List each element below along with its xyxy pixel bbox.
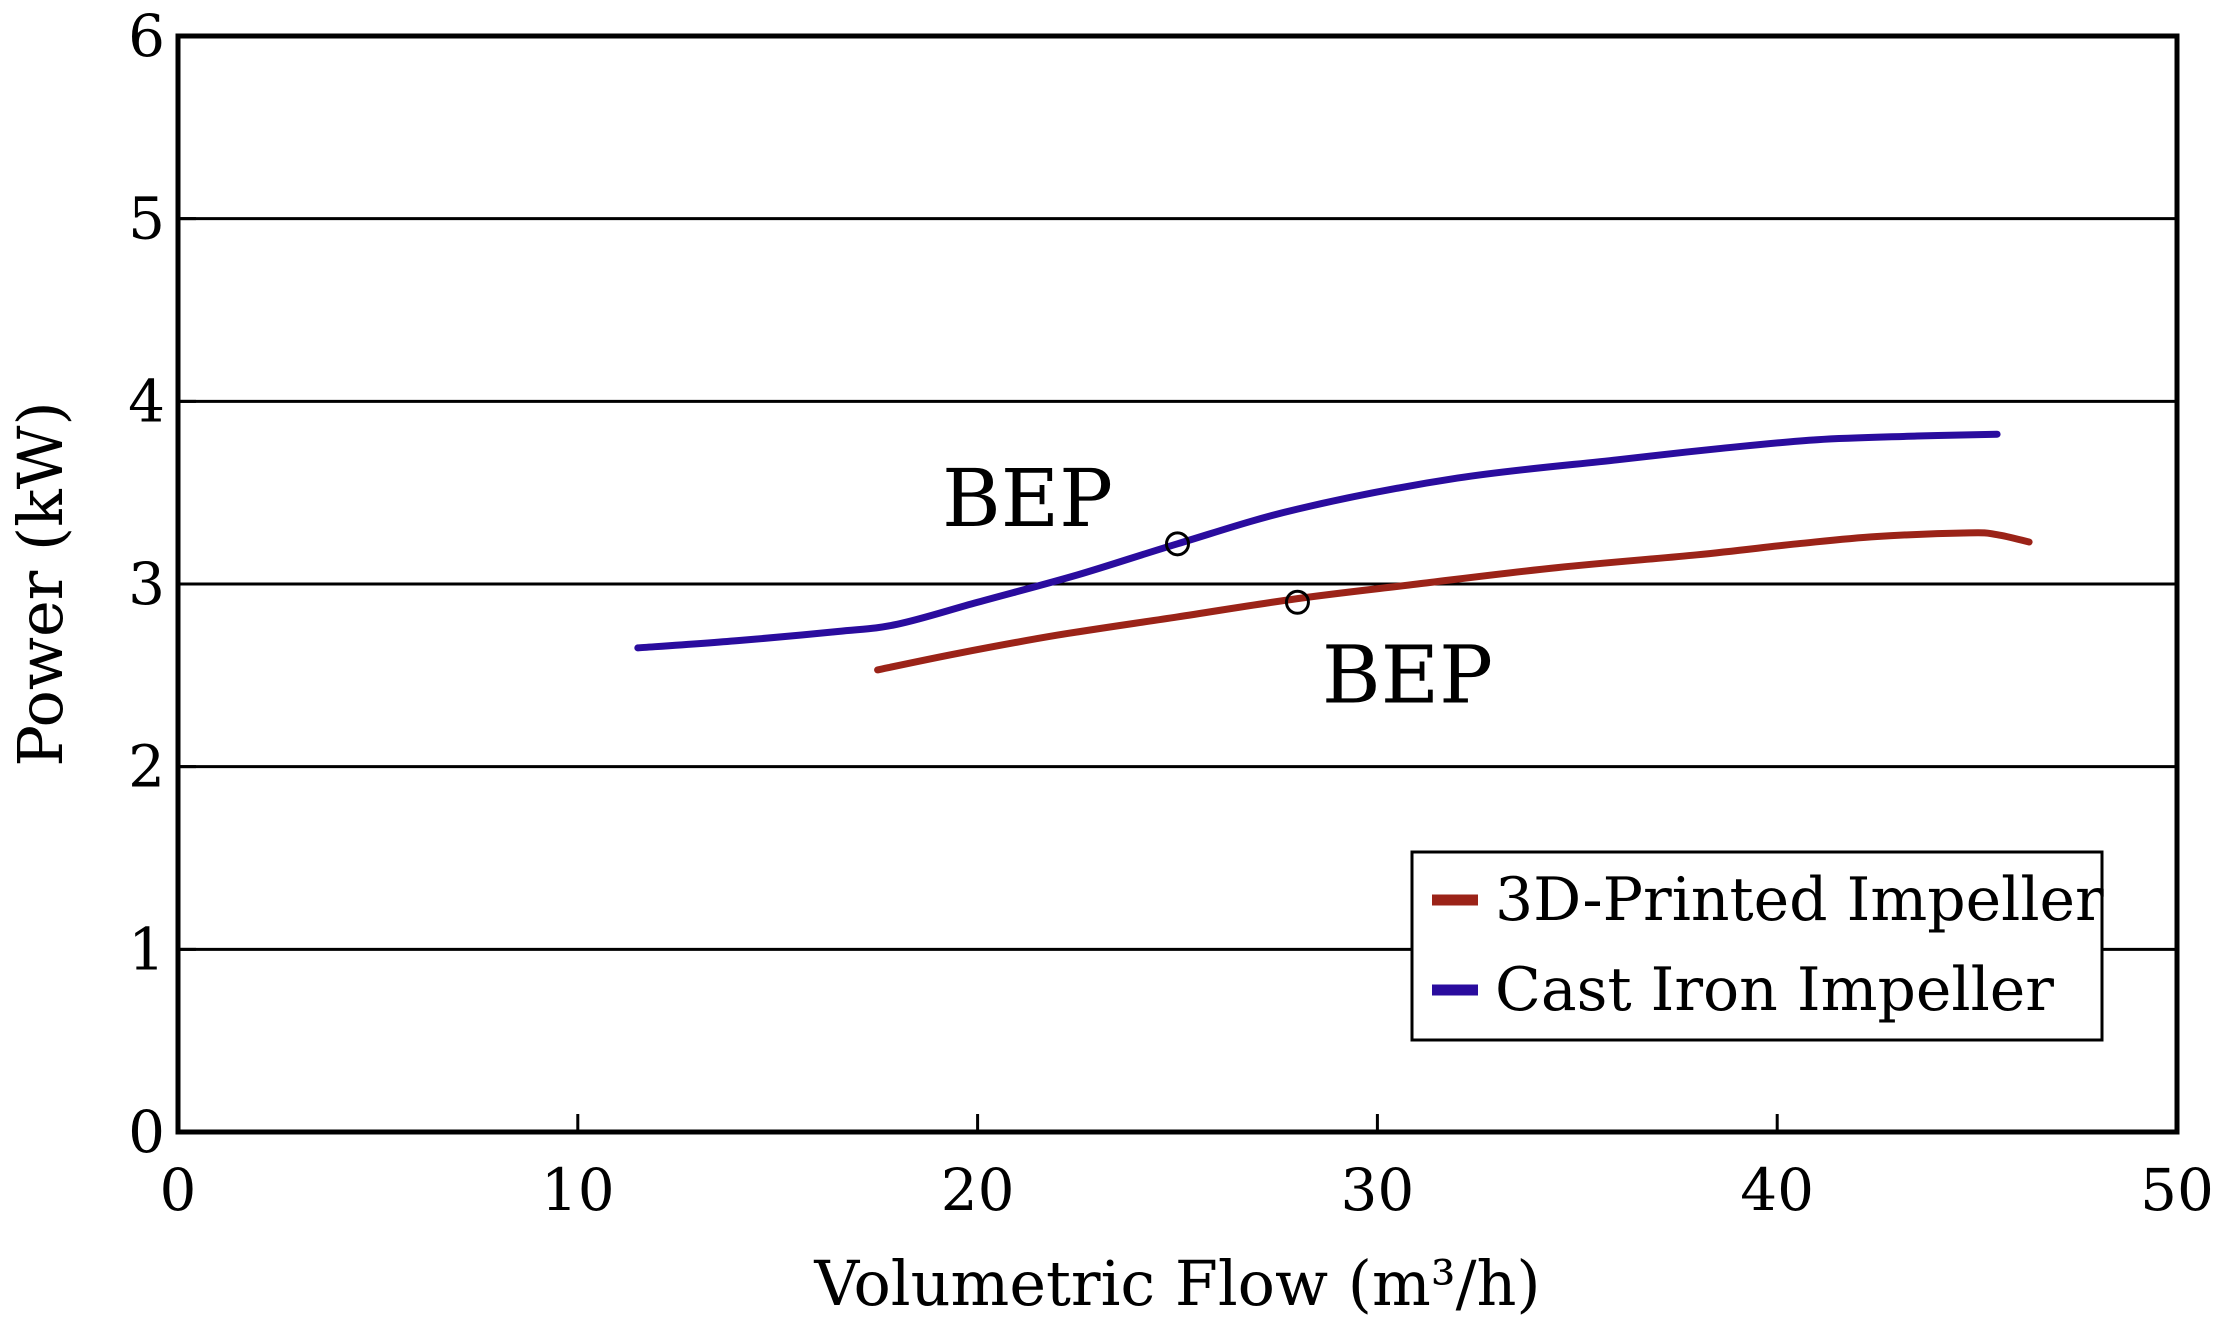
x-tick-label-3: 30 <box>1340 1156 1414 1224</box>
x-tick-label-2: 20 <box>941 1156 1015 1224</box>
series-line-3d-printed <box>874 529 2033 674</box>
legend-label-3d-printed: 3D-Printed Impeller <box>1495 865 2104 935</box>
series-line-cast-iron <box>634 430 2001 652</box>
bep-markers <box>1165 531 1310 615</box>
y-tick-label-4: 4 <box>128 367 165 435</box>
y-tick-label-3: 3 <box>128 550 165 618</box>
bep-label-3d-printed: BEP <box>1322 628 1493 721</box>
y-tick-label-1: 1 <box>128 915 165 983</box>
x-tick-label-4: 40 <box>1740 1156 1814 1224</box>
x-tick-label-5: 50 <box>2140 1156 2214 1224</box>
x-tick-label-1: 10 <box>541 1156 615 1224</box>
legend-label-cast-iron: Cast Iron Impeller <box>1495 955 2054 1025</box>
series-lines <box>634 430 2033 674</box>
y-tick-label-0: 0 <box>128 1098 165 1166</box>
y-tick-label-5: 5 <box>128 185 165 253</box>
bep-marker-1 <box>1284 589 1310 615</box>
axis-ticks: 0 10 20 30 40 50 0 1 2 3 4 5 6 <box>128 2 2214 1224</box>
bep-label-cast-iron: BEP <box>942 452 1113 545</box>
x-tick-label-0: 0 <box>160 1156 197 1224</box>
x-axis-title: Volumetric Flow (m³/h) <box>813 1247 1540 1320</box>
legend: 3D-Printed Impeller Cast Iron Impeller <box>1410 850 2104 1042</box>
bep-marker-0 <box>1165 531 1190 557</box>
y-axis-title: Power (kW) <box>4 401 77 766</box>
y-tick-label-6: 6 <box>128 2 165 70</box>
legend-box <box>1410 850 2104 1042</box>
y-tick-label-2: 2 <box>128 733 165 801</box>
